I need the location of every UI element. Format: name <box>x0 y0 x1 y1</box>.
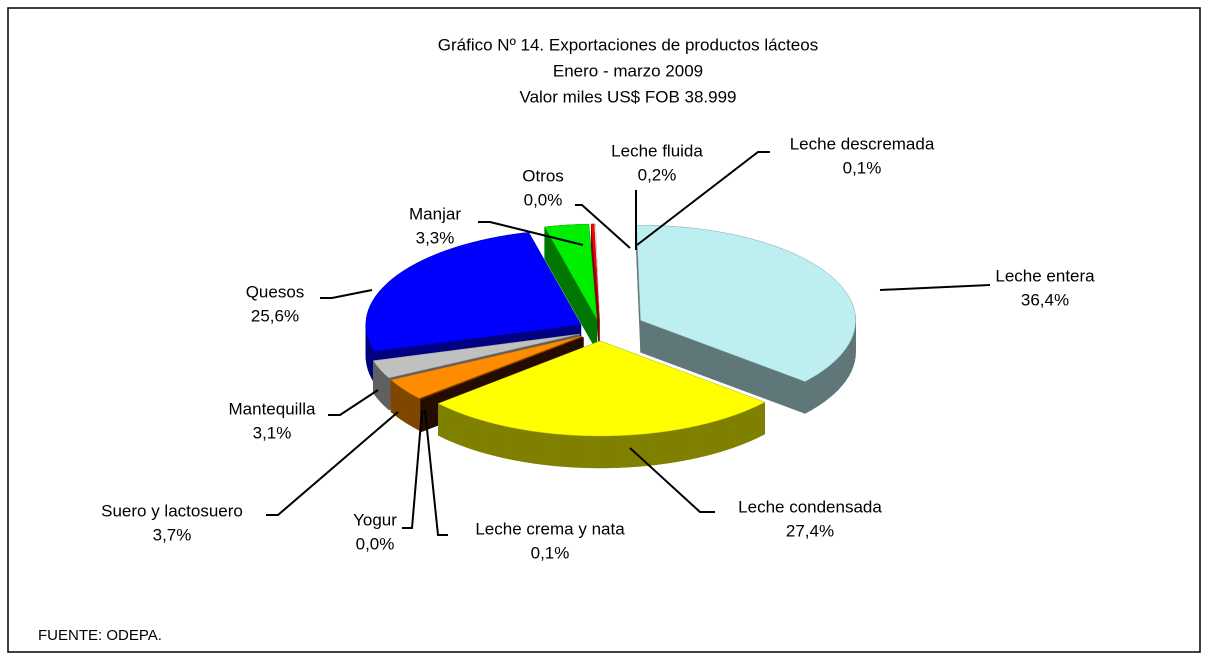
slice-value-label: 3,1% <box>253 423 292 442</box>
slice-side <box>851 335 853 372</box>
slice-side <box>545 433 555 466</box>
slice-side <box>505 426 515 460</box>
slice-side <box>586 436 597 468</box>
slice-label: Leche condensada <box>738 497 882 516</box>
chart-subtitle: Enero - marzo 2009 <box>553 61 703 80</box>
slice-side <box>818 370 824 406</box>
slice-side <box>576 435 587 467</box>
chart-subtitle: Valor miles US$ FOB 38.999 <box>520 87 737 106</box>
slice-label: Suero y lactosuero <box>101 501 243 520</box>
slice-side <box>834 357 838 393</box>
slice-value-label: 3,7% <box>153 525 192 544</box>
slice-side <box>670 429 680 463</box>
slice-value-label: 0,1% <box>843 158 882 177</box>
slice-side <box>846 344 849 381</box>
slice-side <box>565 435 575 468</box>
slice-label: Leche descremada <box>790 134 935 153</box>
slice-side <box>824 366 829 402</box>
slice-label: Manjar <box>409 204 461 223</box>
slice-value-label: 0,1% <box>531 543 570 562</box>
slice-value-label: 0,2% <box>638 165 677 184</box>
slice-side <box>515 428 525 462</box>
slice-side <box>699 423 708 457</box>
slice-side <box>842 349 845 385</box>
slice-side <box>608 436 619 468</box>
slice-side <box>717 418 726 453</box>
slice-label: Mantequilla <box>229 399 316 418</box>
slice-side <box>680 427 690 461</box>
slice-side <box>534 431 544 464</box>
slice-side <box>478 419 487 454</box>
slice-side <box>758 402 765 438</box>
slice-value-label: 27,4% <box>786 521 834 540</box>
slice-label: Otros <box>522 166 564 185</box>
slice-value-label: 0,0% <box>524 190 563 209</box>
slice-value-label: 3,3% <box>416 228 455 247</box>
slice-side <box>743 409 751 444</box>
slice-side <box>726 415 734 450</box>
slice-side <box>689 425 699 459</box>
slice-side <box>597 436 608 468</box>
slice-side <box>839 353 843 389</box>
slice-label: Leche entera <box>995 266 1095 285</box>
slice-side <box>734 412 742 447</box>
slice-side <box>496 424 505 458</box>
slice-side <box>829 362 834 398</box>
slice-side <box>487 422 496 456</box>
slice-label: Yogur <box>353 510 397 529</box>
slice-side <box>849 339 851 376</box>
slice-side <box>370 342 372 379</box>
slice-label: Quesos <box>246 282 305 301</box>
slice-side <box>812 374 818 410</box>
slice-value-label: 25,6% <box>251 306 299 325</box>
slice-value-label: 36,4% <box>1021 290 1069 309</box>
slice-side <box>524 430 534 464</box>
slice-side <box>555 434 565 467</box>
slice-label: Leche fluida <box>611 141 703 160</box>
slice-side <box>618 435 629 468</box>
slice-side <box>708 421 717 455</box>
slice-side <box>750 406 757 441</box>
slice-label: Leche crema y nata <box>475 519 625 538</box>
slice-side <box>649 432 659 465</box>
slice-side <box>660 431 670 464</box>
source-note: FUENTE: ODEPA. <box>38 627 162 644</box>
slice-side <box>805 378 812 414</box>
chart-title: Gráfico Nº 14. Exportaciones de producto… <box>438 35 818 54</box>
slice-value-label: 0,0% <box>356 534 395 553</box>
